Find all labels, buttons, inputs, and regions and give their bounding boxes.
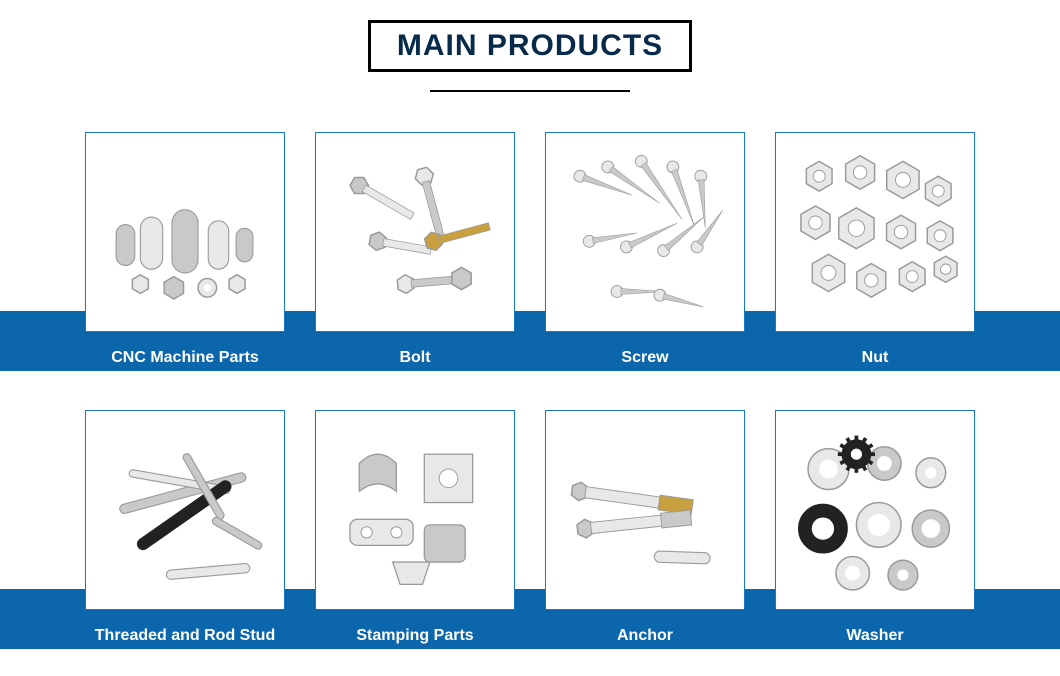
product-label: Washer [846,624,903,648]
product-row-2: Threaded and Rod Stud Stamping Parts Anc… [0,410,1060,648]
product-card-cnc[interactable]: CNC Machine Parts [80,132,290,370]
product-label: CNC Machine Parts [111,346,259,370]
product-image-frame [545,132,745,332]
product-label: Nut [862,346,889,370]
product-image-frame [775,410,975,610]
product-image-frame [85,132,285,332]
product-label: Screw [621,346,668,370]
bolt-icon [322,139,508,325]
product-label: Bolt [399,346,430,370]
threaded-rod-icon [92,417,278,603]
anchor-icon [552,417,738,603]
heading-underline [430,90,630,92]
cnc-parts-icon [92,139,278,325]
product-image-frame [545,410,745,610]
product-card-stud[interactable]: Threaded and Rod Stud [80,410,290,648]
product-image-frame [315,132,515,332]
product-label: Stamping Parts [356,624,473,648]
heading-area: MAIN PRODUCTS [0,0,1060,92]
product-card-nut[interactable]: Nut [770,132,980,370]
product-card-stamping[interactable]: Stamping Parts [310,410,520,648]
product-card-washer[interactable]: Washer [770,410,980,648]
product-label: Threaded and Rod Stud [95,624,275,648]
stamping-parts-icon [322,417,508,603]
product-card-screw[interactable]: Screw [540,132,750,370]
product-row-1: CNC Machine Parts Bolt Screw Nut [0,132,1060,370]
product-image-frame [85,410,285,610]
screw-icon [552,139,738,325]
product-image-frame [775,132,975,332]
product-image-frame [315,410,515,610]
washer-icon [782,417,968,603]
page-title: MAIN PRODUCTS [368,20,692,72]
product-card-bolt[interactable]: Bolt [310,132,520,370]
product-card-anchor[interactable]: Anchor [540,410,750,648]
nut-icon [782,139,968,325]
product-label: Anchor [617,624,673,648]
